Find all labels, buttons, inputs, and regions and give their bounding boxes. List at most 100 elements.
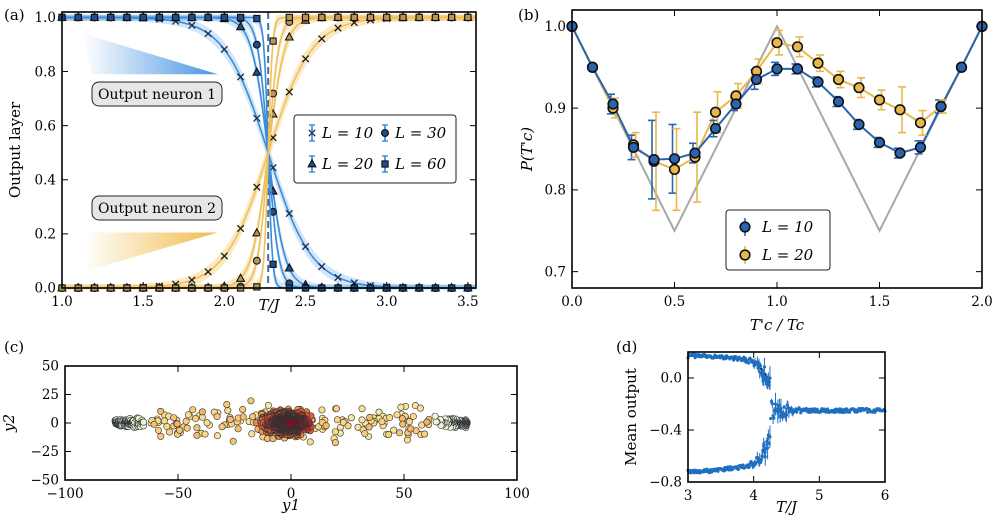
neuron2-point <box>318 35 326 43</box>
neuron2-point <box>236 224 245 233</box>
scatter-point <box>157 407 165 415</box>
scatter-point <box>407 425 415 433</box>
neuron1-point <box>236 73 245 81</box>
x-tick-label: −100 <box>46 486 83 502</box>
neuron2-point <box>252 227 262 237</box>
x-tick-label: 0.5 <box>664 294 685 310</box>
neuron1-point <box>285 209 293 218</box>
axes-frame <box>61 11 477 289</box>
data-point <box>873 136 886 149</box>
neuron1-annotation-box <box>91 81 223 107</box>
scatter-point <box>234 425 242 433</box>
neuron2-point <box>188 276 196 284</box>
x-axis-label: T'c / Tc <box>750 316 805 334</box>
x-axis-label: y1 <box>281 496 300 514</box>
neuron2-point <box>366 13 375 22</box>
data-point <box>894 104 906 116</box>
data-point <box>780 415 785 419</box>
data-point <box>758 364 763 368</box>
neuron2-annotation-box <box>91 195 223 221</box>
scatter-point <box>224 407 232 415</box>
scatter-point <box>239 405 247 413</box>
y-tick-label: 0.0 <box>661 371 682 387</box>
data-point <box>763 455 767 459</box>
scatter-point <box>193 424 201 432</box>
scatter-point <box>182 417 190 425</box>
scatter-point <box>213 413 221 421</box>
data-point <box>832 410 837 414</box>
y-tick-label: 1.0 <box>35 10 56 26</box>
neuron2-point <box>350 13 358 22</box>
legend-label: L = 10 <box>761 218 814 236</box>
y-tick-label: 0.6 <box>35 118 56 134</box>
data-point <box>771 63 783 75</box>
legend: L = 10 L = 20 <box>725 209 831 271</box>
data-point <box>768 435 772 439</box>
neuron1-point <box>253 114 261 122</box>
neuron1-annotation: Output neuron 1 <box>98 87 216 103</box>
y-tick-label: 0.9 <box>545 101 566 117</box>
scatter-point <box>399 420 407 428</box>
data-point <box>873 94 886 106</box>
panel-d-chart: 3 4 5 6 −0.8 −0.4 0.0 T/J Mean output <box>622 351 889 516</box>
neuron1-point <box>204 29 212 38</box>
data-point <box>747 361 751 365</box>
x-tick-label: 1.5 <box>869 294 890 310</box>
scatter-point <box>183 424 191 432</box>
panel-b-chart: 0.0 0.5 1.0 1.5 2.0 0.7 0.8 0.9 1.0 L = 10 L = 20 T… <box>518 9 993 334</box>
data-point <box>914 141 927 153</box>
neuron1-point <box>204 13 212 22</box>
neuron1-point <box>188 13 196 22</box>
data-point <box>853 118 865 131</box>
scatter-point <box>365 423 373 431</box>
neuron1-point <box>252 40 261 49</box>
x-tick-label: 100 <box>504 486 530 502</box>
legend-marker <box>739 221 751 233</box>
scatter-point <box>322 422 330 430</box>
scatter-point <box>385 430 393 438</box>
scatter-point <box>331 439 339 447</box>
scatter-point <box>193 431 201 439</box>
data-point <box>772 416 776 420</box>
neuron2-point <box>464 13 472 22</box>
legend-box <box>725 209 831 271</box>
neuron2-point <box>334 13 342 22</box>
scatter-point <box>397 403 405 411</box>
x-tick-label: 0 <box>287 486 296 502</box>
x-tick-label: 3.5 <box>457 294 478 310</box>
data-point <box>757 361 761 365</box>
neuron1-point <box>107 13 115 22</box>
scatter-point <box>361 430 369 438</box>
data-point <box>765 446 770 450</box>
neuron1-point <box>90 13 99 22</box>
neuron2-point <box>415 13 423 22</box>
panel-label-c: (c) <box>4 338 24 356</box>
x-tick-label: 50 <box>395 486 412 502</box>
neuron2-point <box>301 55 310 63</box>
legend-label: L = 60 <box>394 155 447 173</box>
y-tick-label: 0.8 <box>35 64 56 80</box>
data-point <box>762 365 767 369</box>
scatter-point <box>154 426 162 434</box>
y-tick-label: −0.4 <box>649 423 682 439</box>
scatter-point <box>366 413 374 421</box>
scatter-point <box>306 438 314 446</box>
neuron2-point <box>253 183 261 191</box>
scatter-point <box>378 418 386 426</box>
x-tick-label: 1.0 <box>51 294 72 310</box>
data-point <box>777 403 782 407</box>
data-point <box>955 61 968 73</box>
data-point <box>747 464 752 468</box>
neuron2-point <box>301 13 310 22</box>
data-point <box>754 461 758 466</box>
panel-label-a: (a) <box>4 6 25 24</box>
scatter-point <box>331 428 339 436</box>
data-point <box>894 147 906 159</box>
scatter-point <box>218 423 226 431</box>
data-point <box>815 407 819 411</box>
x-tick-label: 2.0 <box>214 294 235 310</box>
data-point <box>770 402 774 406</box>
scatter-point <box>247 397 255 405</box>
data-point <box>771 37 783 49</box>
scatter-point <box>358 405 366 413</box>
